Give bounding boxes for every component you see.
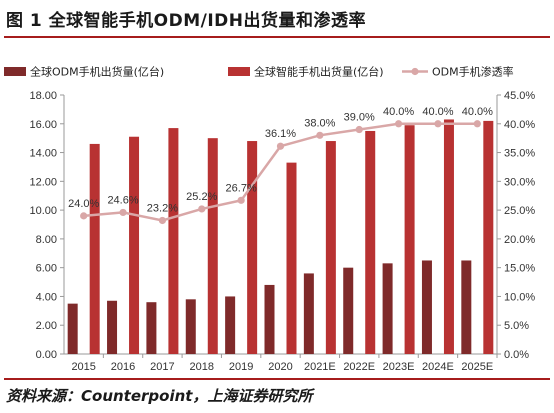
x-tick-label: 2021E bbox=[304, 361, 336, 373]
penetration-line: 24.0% 24.6% 23.2% 25.2% 26.7% 36.1% 38.0% 39.0%… bbox=[68, 106, 493, 225]
smartphone-shipment-bar bbox=[325, 141, 336, 354]
y-right-tick-label: 10.0% bbox=[504, 291, 535, 303]
odm-shipment-bar bbox=[421, 260, 432, 354]
odm-shipment-bar bbox=[303, 273, 314, 354]
y-left-tick-label: 16.00 bbox=[29, 119, 57, 131]
odm-shipment-bar bbox=[146, 302, 157, 354]
y-right-tick-label: 45.0% bbox=[504, 90, 535, 102]
x-tick-label: 2022E bbox=[343, 361, 375, 373]
smartphone-shipment-bar bbox=[247, 141, 258, 354]
penetration-data-label: 25.2% bbox=[186, 191, 217, 203]
odm-shipment-bar bbox=[67, 303, 78, 354]
legend-label: ODM手机渗透率 bbox=[432, 65, 514, 79]
title-rule bbox=[4, 36, 550, 38]
penetration-data-label: 24.0% bbox=[68, 198, 99, 210]
smartphone-shipment-bar bbox=[443, 119, 454, 354]
y-left-tick-label: 4.00 bbox=[36, 291, 57, 303]
bars bbox=[67, 119, 494, 355]
penetration-data-label: 38.0% bbox=[304, 117, 335, 129]
x-tick-label: 2023E bbox=[383, 361, 415, 373]
y-left-tick-label: 12.00 bbox=[29, 176, 57, 188]
penetration-data-label: 26.7% bbox=[226, 182, 257, 194]
y-right-tick-label: 35.0% bbox=[504, 148, 535, 160]
y-right-tick-label: 20.0% bbox=[504, 234, 535, 246]
penetration-point bbox=[198, 205, 206, 213]
legend: 全球ODM手机出货量(亿台) 全球智能手机出货量(亿台) ODM手机渗透率 bbox=[4, 65, 514, 79]
odm-shipment-bar bbox=[107, 300, 118, 354]
chart-title: 图 1 全球智能手机ODM/IDH出货量和渗透率 bbox=[6, 11, 367, 31]
legend-label: 全球ODM手机出货量(亿台) bbox=[30, 65, 164, 79]
y-right-tick-label: 0.0% bbox=[504, 349, 529, 361]
penetration-point bbox=[355, 125, 363, 134]
axes: 0.00 2.00 4.00 6.00 8.00 10.00 12.00 14.00 16.00… bbox=[29, 90, 535, 373]
smartphone-shipment-bar bbox=[129, 136, 140, 354]
smartphone-shipment-bar bbox=[483, 120, 494, 355]
x-tick-label: 2024E bbox=[422, 361, 454, 373]
legend-odm-swatch bbox=[4, 67, 26, 76]
y-left-tick-label: 2.00 bbox=[36, 320, 57, 332]
penetration-point bbox=[473, 120, 481, 128]
legend-smartphone-swatch bbox=[228, 67, 250, 76]
penetration-point bbox=[237, 196, 245, 204]
penetration-data-label: 40.0% bbox=[462, 106, 493, 118]
y-right-tick-label: 40.0% bbox=[504, 119, 535, 131]
odm-shipment-bar bbox=[185, 299, 196, 354]
source-rule bbox=[4, 378, 550, 380]
y-right-tick-label: 5.0% bbox=[504, 320, 529, 332]
y-left-tick-label: 18.00 bbox=[29, 90, 57, 102]
smartphone-shipment-bar bbox=[404, 125, 415, 354]
odm-shipment-bar bbox=[264, 284, 275, 354]
penetration-data-label: 24.6% bbox=[107, 194, 138, 206]
penetration-point bbox=[394, 120, 403, 128]
smartphone-shipment-bar bbox=[286, 162, 297, 354]
penetration-point bbox=[158, 216, 167, 225]
x-tick-label: 2016 bbox=[111, 361, 135, 373]
y-right-tick-label: 15.0% bbox=[504, 263, 535, 275]
penetration-data-label: 40.0% bbox=[422, 106, 453, 118]
smartphone-shipment-bar bbox=[365, 130, 376, 354]
y-left-tick-label: 6.00 bbox=[36, 263, 57, 275]
odm-shipment-bar bbox=[382, 263, 393, 354]
x-tick-label: 2019 bbox=[229, 361, 253, 373]
penetration-data-label: 23.2% bbox=[147, 202, 178, 214]
source-note: 资料来源：Counterpoint，上海证券研究所 bbox=[6, 387, 313, 405]
penetration-point bbox=[80, 212, 88, 220]
odm-shipment-bar bbox=[343, 267, 354, 354]
penetration-data-label: 39.0% bbox=[344, 112, 375, 124]
y-left-tick-label: 0.00 bbox=[36, 349, 57, 361]
legend-label: 全球智能手机出货量(亿台) bbox=[254, 65, 384, 79]
penetration-point bbox=[276, 142, 285, 150]
smartphone-shipment-bar bbox=[207, 138, 218, 354]
x-tick-label: 2017 bbox=[150, 361, 174, 373]
y-right-tick-label: 25.0% bbox=[504, 205, 535, 217]
y-left-tick-label: 14.00 bbox=[29, 148, 57, 160]
legend-penetration-marker bbox=[411, 67, 419, 76]
x-tick-label: 2020 bbox=[268, 361, 292, 373]
x-tick-label: 2015 bbox=[71, 361, 95, 373]
odm-shipment-bar bbox=[461, 260, 472, 354]
penetration-point bbox=[316, 131, 324, 139]
penetration-data-label: 36.1% bbox=[265, 128, 296, 140]
penetration-data-label: 40.0% bbox=[383, 106, 414, 118]
x-tick-label: 2018 bbox=[190, 361, 214, 373]
y-left-tick-label: 10.00 bbox=[29, 205, 57, 217]
y-right-tick-label: 30.0% bbox=[504, 176, 535, 188]
combo-chart: 全球ODM手机出货量(亿台) 全球智能手机出货量(亿台) ODM手机渗透率 0.00… bbox=[4, 65, 535, 373]
y-left-tick-label: 8.00 bbox=[36, 234, 57, 246]
smartphone-shipment-bar bbox=[168, 128, 179, 354]
penetration-point bbox=[119, 208, 127, 217]
odm-shipment-bar bbox=[225, 296, 236, 354]
penetration-point bbox=[434, 120, 442, 128]
x-tick-label: 2025E bbox=[461, 361, 493, 373]
smartphone-shipment-bar bbox=[89, 143, 100, 354]
